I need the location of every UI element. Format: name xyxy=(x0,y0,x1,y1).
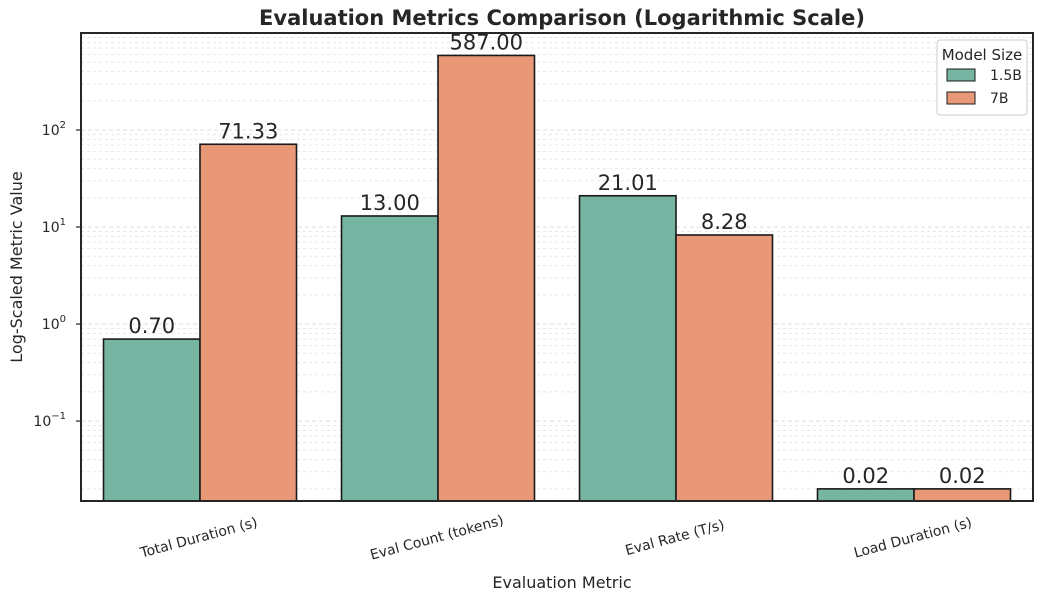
legend: Model Size 1.5B 7B xyxy=(936,39,1028,116)
x-tick-label: Load Duration (s) xyxy=(852,515,974,562)
bar-value-label: 0.02 xyxy=(939,464,986,488)
bar-value-label: 71.33 xyxy=(218,119,278,143)
legend-title: Model Size xyxy=(942,46,1023,64)
x-tick-label: Eval Count (tokens) xyxy=(369,513,506,564)
bar-1-5b-0 xyxy=(102,338,201,502)
bar-value-label: 0.70 xyxy=(128,314,175,338)
bar-value-label: 13.00 xyxy=(360,191,420,215)
y-tick-label: 10−1 xyxy=(33,411,66,430)
bar-7b-2 xyxy=(675,234,774,502)
legend-label-1-5b: 1.5B xyxy=(990,68,1022,84)
bar-value-label: 21.01 xyxy=(598,171,658,195)
y-ticks: 10−1 100 101 102 xyxy=(33,120,81,430)
legend-swatch-7b xyxy=(946,91,976,105)
y-tick-label: 101 xyxy=(42,217,66,236)
x-tick-label: Eval Rate (T/s) xyxy=(624,517,727,559)
bars xyxy=(102,54,1012,502)
y-tick-label: 100 xyxy=(42,314,66,333)
bar-7b-3 xyxy=(913,488,1012,502)
plot-frame xyxy=(80,32,1034,502)
bar-1-5b-2 xyxy=(578,194,677,502)
x-ticks: Total Duration (s) Eval Count (tokens) Eva… xyxy=(138,513,974,564)
bar-1-5b-1 xyxy=(340,215,439,502)
bar-7b-1 xyxy=(437,54,536,502)
x-tick-label: Total Duration (s) xyxy=(138,515,260,562)
y-tick-label: 102 xyxy=(42,120,66,139)
bar-labels: 0.70 13.00 21.01 0.02 71.33 587.00 8.28 0.02 xyxy=(128,30,985,487)
legend-swatch-1-5b xyxy=(946,68,976,82)
chart-title: Evaluation Metrics Comparison (Logarithm… xyxy=(259,6,865,30)
bar-value-label: 587.00 xyxy=(450,30,523,54)
legend-label-7b: 7B xyxy=(990,91,1009,107)
bar-1-5b-3 xyxy=(816,488,915,502)
y-axis-label: Log-Scaled Metric Value xyxy=(7,171,26,362)
bar-value-label: 0.02 xyxy=(842,464,889,488)
bar-value-label: 8.28 xyxy=(701,210,748,234)
x-axis-label: Evaluation Metric xyxy=(492,573,631,592)
bar-7b-0 xyxy=(199,143,298,502)
